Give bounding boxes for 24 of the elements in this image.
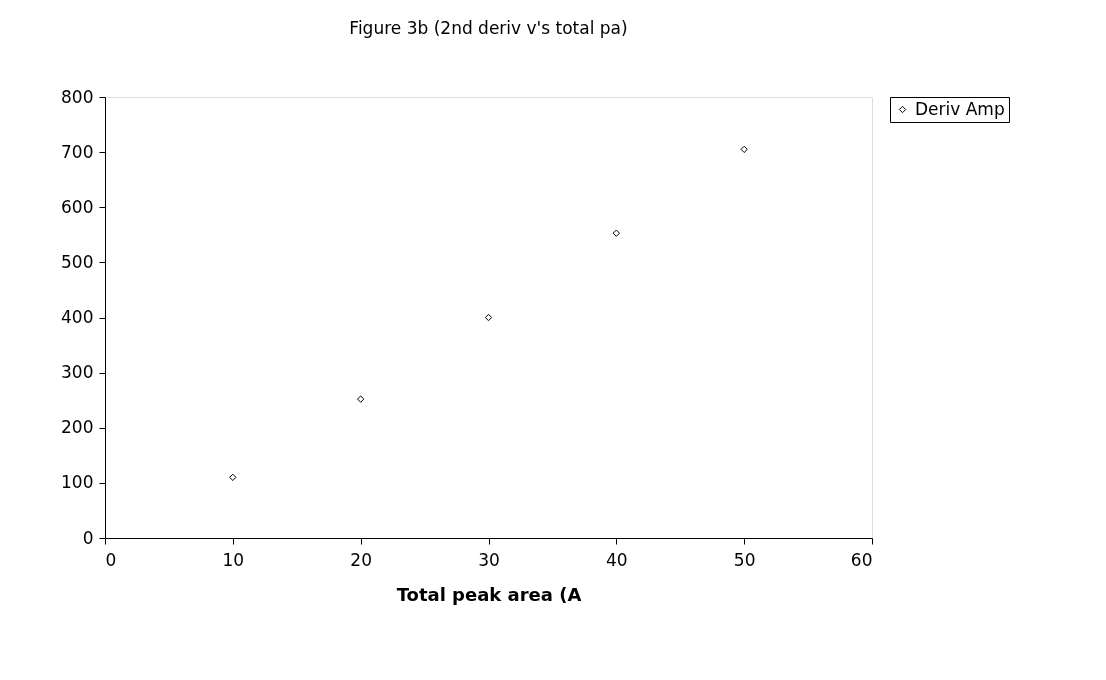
x-tick-label: 60 xyxy=(850,549,873,570)
y-tick-label: 0 xyxy=(82,527,94,548)
y-tick-label: 400 xyxy=(61,307,94,327)
x-tick-label: 30 xyxy=(478,549,500,570)
x-tick-label: 40 xyxy=(606,549,628,570)
x-axis-title: Total peak area (A xyxy=(396,583,582,605)
y-tick-label: 300 xyxy=(61,362,94,383)
point xyxy=(229,473,237,482)
legend-label: Deriv Amp xyxy=(915,98,1005,119)
y-tick-label: 600 xyxy=(61,196,94,217)
y-tick-label: 100 xyxy=(61,472,94,493)
y-tick-label: 500 xyxy=(61,251,94,272)
y-tick-label: 700 xyxy=(61,141,94,162)
y-tick-label: 800 xyxy=(61,86,94,107)
point xyxy=(740,145,748,154)
point xyxy=(612,229,620,237)
x-tick-label: 20 xyxy=(350,549,372,570)
point xyxy=(484,313,493,322)
x-tick-label: 50 xyxy=(733,549,756,570)
chart-title: Figure 3b (2nd deriv v's total pa) xyxy=(349,18,628,38)
point xyxy=(357,395,365,403)
x-tick-label: 10 xyxy=(222,549,245,570)
y-tick-label: 200 xyxy=(61,417,94,438)
x-tick-label: 0 xyxy=(105,549,117,570)
